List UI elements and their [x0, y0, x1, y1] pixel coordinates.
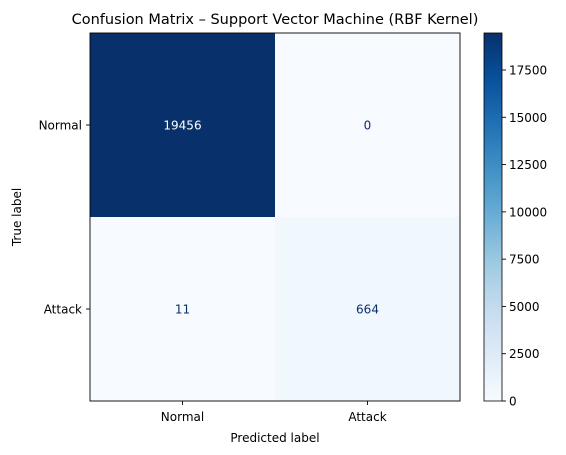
- colorbar-tick-label: 15000: [509, 111, 547, 125]
- heatmap-cells: [90, 33, 460, 401]
- x-axis: Normal Attack: [161, 401, 387, 424]
- colorbar-tick-label: 10000: [509, 205, 547, 219]
- y-axis-label: True label: [10, 188, 24, 247]
- y-tick-label: Attack: [44, 303, 82, 317]
- cell-value: 664: [356, 303, 379, 317]
- y-axis: Normal Attack: [39, 119, 90, 317]
- heatmap-cell: [275, 33, 460, 217]
- colorbar-tick-label: 12500: [509, 158, 547, 172]
- colorbar-tick-label: 17500: [509, 63, 547, 77]
- cell-value-labels: 19456 0 11 664: [163, 119, 379, 317]
- x-tick-label: Attack: [348, 410, 386, 424]
- heatmap-cell: [90, 33, 275, 217]
- colorbar: 0 2500 5000 7500 10000 12500 15000 17500: [483, 32, 547, 409]
- plot-frame: [89, 32, 461, 402]
- heatmap-cell: [275, 217, 460, 401]
- colorbar-tick-label: 2500: [509, 347, 540, 361]
- colorbar-tick-label: 0: [509, 395, 517, 409]
- colorbar-ticks: 0 2500 5000 7500 10000 12500 15000 17500: [502, 63, 547, 409]
- colorbar-gradient: [483, 32, 503, 402]
- cell-value: 19456: [163, 119, 201, 133]
- heatmap-cell: [90, 217, 275, 401]
- x-tick-label: Normal: [161, 410, 204, 424]
- x-axis-label: Predicted label: [230, 431, 319, 445]
- colorbar-tick-label: 7500: [509, 253, 540, 267]
- y-tick-label: Normal: [39, 119, 82, 133]
- colorbar-tick-label: 5000: [509, 300, 540, 314]
- cell-value: 11: [175, 303, 190, 317]
- chart-title: Confusion Matrix – Support Vector Machin…: [72, 12, 479, 28]
- cell-value: 0: [364, 119, 372, 133]
